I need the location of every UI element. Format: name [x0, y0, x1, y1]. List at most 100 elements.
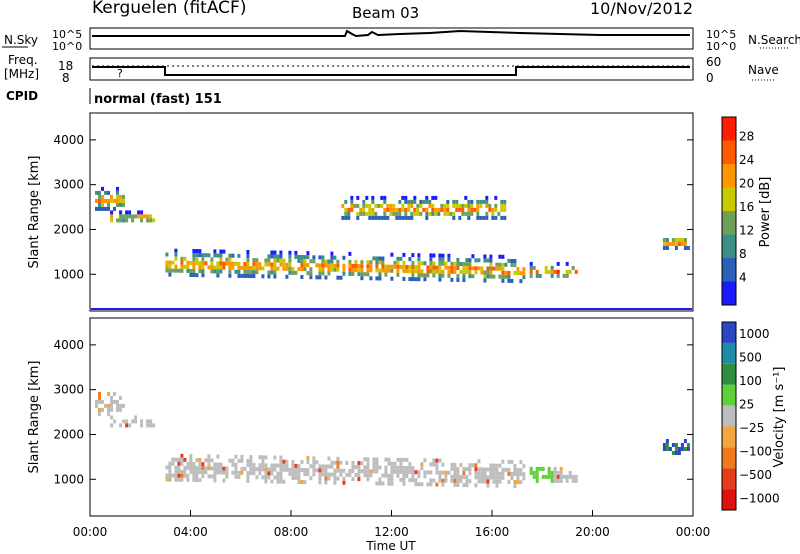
echo-cell	[110, 194, 113, 199]
echo-cell	[495, 262, 499, 267]
echo-cell	[336, 456, 340, 461]
echo-cell	[327, 464, 331, 469]
echo-cell	[447, 269, 451, 274]
echo-cell	[474, 463, 478, 468]
echo-cell	[408, 462, 412, 467]
echo-cell	[440, 207, 444, 212]
echo-cell	[387, 264, 391, 269]
echo-cell	[98, 198, 101, 203]
echo-cell	[446, 199, 450, 204]
echo-cell	[198, 470, 202, 475]
echo-cell	[438, 458, 442, 463]
echo-cell	[195, 253, 199, 258]
echo-cell	[489, 274, 493, 279]
echo-cell	[360, 264, 364, 269]
echo-cell	[104, 206, 107, 211]
echo-cell	[270, 266, 274, 271]
echo-cell	[116, 194, 119, 199]
echo-cell	[426, 482, 430, 487]
colorbar-segment	[722, 447, 736, 469]
echo-cell	[174, 264, 178, 269]
echo-cell	[411, 466, 415, 471]
echo-cell	[363, 457, 367, 462]
echo-cell	[216, 462, 220, 467]
echo-cell	[438, 257, 442, 262]
echo-cell	[435, 466, 439, 471]
echo-cell	[140, 419, 144, 424]
echo-cell	[456, 475, 460, 479]
echo-cell	[453, 466, 457, 471]
echo-cell	[356, 215, 360, 220]
echo-cell	[357, 272, 361, 277]
echo-cell	[402, 276, 406, 281]
echo-cell	[336, 460, 340, 465]
echo-cell	[559, 474, 563, 479]
echo-cell	[273, 258, 277, 263]
echo-cell	[465, 266, 469, 271]
echo-cell	[321, 259, 325, 264]
echo-cell	[541, 474, 545, 479]
velocity-colorbar-label: Velocity [m s⁻¹]	[772, 367, 787, 468]
nsearch-label: N.Search	[748, 33, 800, 47]
echo-cell	[303, 468, 307, 473]
echo-cell	[300, 468, 304, 472]
echo-cell	[544, 269, 548, 274]
echo-cell	[282, 258, 286, 263]
echo-cell	[456, 262, 460, 266]
echo-cell	[683, 439, 687, 443]
echo-cell	[683, 447, 687, 451]
echo-cell	[513, 271, 517, 275]
echo-cell	[559, 466, 563, 471]
echo-cell	[426, 265, 430, 270]
echo-cell	[384, 264, 388, 269]
echo-cell	[482, 199, 486, 204]
echo-cell	[568, 474, 572, 479]
echo-cell	[344, 215, 348, 220]
echo-cell	[441, 257, 445, 262]
echo-cell	[321, 468, 325, 473]
echo-cell	[476, 207, 480, 212]
echo-cell	[396, 264, 400, 269]
echo-cell	[450, 478, 454, 483]
echo-cell	[410, 211, 414, 216]
colorbar-tick-label: −25	[739, 421, 764, 435]
echo-cell	[522, 472, 526, 477]
echo-cell	[453, 462, 457, 467]
echo-cell	[177, 477, 181, 482]
echo-cell	[529, 265, 533, 270]
echo-cell	[279, 475, 283, 480]
echo-cell	[143, 214, 147, 219]
echo-cell	[366, 268, 370, 273]
echo-cell	[453, 265, 457, 270]
colorbar-segment	[722, 234, 736, 258]
echo-cell	[431, 203, 435, 208]
velocity-y-ticks: 1000 2000 3000 4000	[53, 338, 693, 486]
echo-cell	[428, 199, 432, 204]
echo-cell	[411, 261, 415, 266]
echo-cell	[467, 211, 471, 216]
echo-cell	[309, 271, 313, 276]
echo-cell	[407, 215, 411, 220]
echo-cell	[529, 470, 533, 475]
echo-cell	[228, 261, 232, 266]
echo-cell	[189, 470, 193, 474]
echo-cell	[465, 467, 469, 472]
echo-cell	[498, 471, 502, 476]
echo-cell	[356, 203, 360, 208]
echo-cell	[98, 395, 101, 400]
echo-cell	[513, 468, 517, 472]
echo-cell	[219, 265, 223, 270]
echo-cell	[210, 265, 214, 270]
echo-cell	[177, 469, 181, 474]
echo-cell	[276, 258, 280, 263]
echo-cell	[258, 266, 262, 271]
echo-cell	[375, 276, 379, 281]
echo-cell	[300, 255, 304, 259]
echo-cell	[315, 460, 319, 465]
freq-label-line2: [MHz]	[4, 67, 39, 81]
colorbar-tick-label: 16	[739, 200, 754, 214]
echo-cell	[149, 218, 153, 223]
echo-cell	[315, 275, 319, 280]
echo-cell	[453, 482, 457, 487]
echo-cell	[342, 480, 346, 485]
